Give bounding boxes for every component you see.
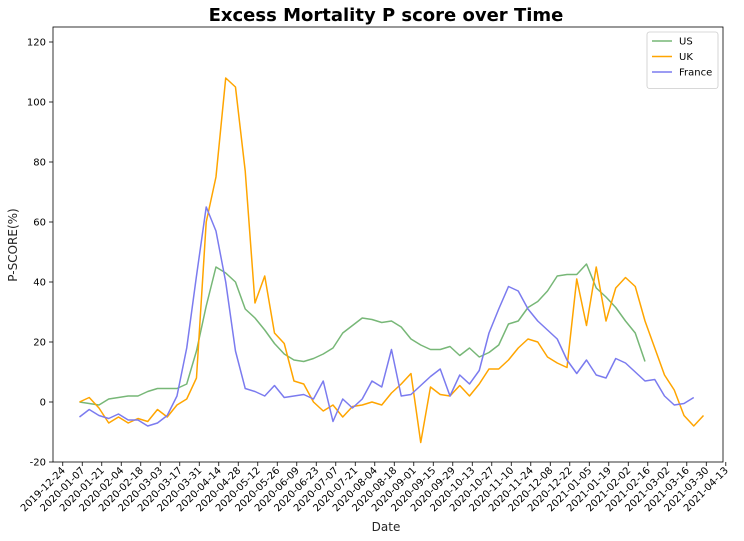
legend-label-us: US (679, 37, 693, 48)
y-tick-label: 80 (33, 158, 46, 169)
series-layer (79, 77, 705, 444)
legend-label-uk: UK (679, 52, 693, 63)
legend-label-france: France (679, 68, 712, 79)
y-tick-label: 100 (27, 98, 46, 109)
y-tick-label: 0 (40, 398, 46, 409)
series-line-uk (79, 77, 705, 444)
series-line-us (79, 263, 646, 406)
series-line-france (79, 206, 695, 427)
y-tick-label: 60 (33, 218, 46, 229)
chart-title: Excess Mortality P score over Time (209, 5, 564, 26)
y-axis: -20 0 20 40 60 80 100 120 (27, 38, 53, 469)
legend: US UK France (646, 31, 719, 89)
plot-frame (52, 26, 724, 463)
x-axis-label: Date (372, 520, 401, 534)
y-tick-label: 40 (33, 278, 46, 289)
x-axis: 2019-12-242020-01-072020-01-212020-02-04… (19, 462, 731, 514)
y-tick-label: -20 (30, 458, 46, 469)
y-axis-label: P-SCORE(%) (6, 208, 20, 281)
y-tick-label: 120 (27, 38, 46, 49)
y-tick-label: 20 (33, 338, 46, 349)
plot-area (53, 27, 723, 462)
legend-box (646, 31, 719, 89)
